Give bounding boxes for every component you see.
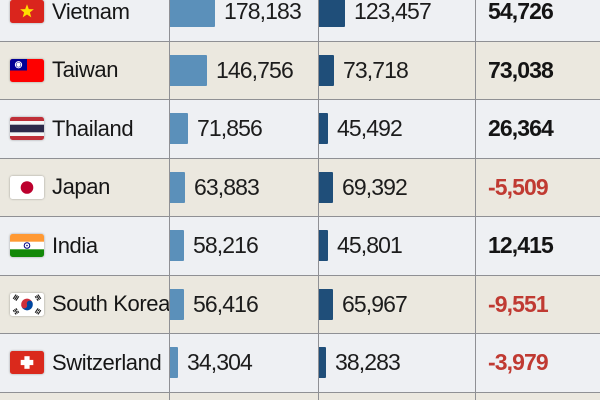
value2-label: 38,283	[335, 349, 401, 376]
table-row-partial	[0, 392, 600, 400]
difference-cell: -3,979	[475, 334, 600, 392]
value1-cell: 178,183	[169, 0, 318, 41]
vietnam-flag-icon	[10, 0, 44, 24]
country-name: Japan	[52, 174, 110, 200]
table-row: Japan 63,883 69,392 -5,509	[0, 158, 600, 217]
table-row: Vietnam 178,183 123,457 54,726	[0, 0, 600, 42]
column-divider-3	[474, 0, 476, 400]
value1-cell: 146,756	[169, 42, 318, 100]
value1-cell: 71,856	[169, 100, 318, 158]
country-cell: Taiwan	[0, 42, 169, 100]
table-row: India 58,216 45,801 12,415	[0, 217, 600, 276]
difference-cell: 12,415	[475, 217, 600, 275]
value1-bar	[169, 0, 215, 28]
difference-label: -5,509	[488, 173, 549, 200]
value2-label: 65,967	[342, 290, 408, 317]
value2-cell: 45,492	[318, 100, 475, 158]
value1-cell: 34,304	[169, 334, 318, 392]
table-row: Thailand 71,856 45,492 26,364	[0, 100, 600, 159]
country-cell: Switzerland	[0, 334, 169, 392]
value2-cell: 73,718	[318, 42, 475, 100]
value2-bar	[318, 171, 333, 203]
country-cell: Japan	[0, 159, 169, 217]
difference-label: 54,726	[488, 0, 554, 25]
table-row: Switzerland 34,304 38,283 -3,979	[0, 334, 600, 393]
value2-bar	[318, 0, 345, 28]
value2-cell: 65,967	[318, 276, 475, 334]
india-flag-icon	[10, 234, 44, 258]
country-name: South Korea	[52, 291, 170, 317]
difference-cell: -5,509	[475, 159, 600, 217]
value2-cell: 45,801	[318, 217, 475, 275]
value1-label: 34,304	[187, 349, 253, 376]
difference-label: 12,415	[488, 232, 554, 259]
difference-label: 26,364	[488, 115, 554, 142]
japan-flag-icon	[10, 175, 44, 199]
switzerland-flag-icon	[10, 351, 44, 375]
country-name: India	[52, 232, 98, 258]
value1-label: 146,756	[216, 56, 294, 83]
value1-label: 178,183	[224, 0, 302, 25]
difference-label: 73,038	[488, 56, 554, 83]
value1-label: 71,856	[197, 115, 263, 142]
thailand-flag-icon	[10, 117, 44, 141]
south-korea-flag-icon	[10, 292, 44, 316]
difference-label: -9,551	[488, 290, 549, 317]
value1-bar	[169, 347, 178, 379]
value2-label: 45,492	[337, 115, 403, 142]
difference-cell: 54,726	[475, 0, 600, 41]
value1-cell: 56,416	[169, 276, 318, 334]
country-name: Thailand	[52, 115, 134, 141]
value1-cell: 58,216	[169, 217, 318, 275]
country-cell: India	[0, 217, 169, 275]
value1-label: 63,883	[194, 173, 260, 200]
value2-label: 73,718	[343, 56, 409, 83]
value1-bar	[169, 171, 185, 203]
value2-label: 69,392	[342, 173, 408, 200]
value1-label: 56,416	[193, 290, 259, 317]
country-name: Switzerland	[52, 349, 162, 375]
difference-cell: 73,038	[475, 42, 600, 100]
value2-bar	[318, 288, 333, 320]
value2-bar	[318, 54, 334, 86]
value2-bar	[318, 230, 328, 262]
column-divider-2	[317, 0, 319, 400]
value1-cell: 63,883	[169, 159, 318, 217]
difference-cell: -9,551	[475, 276, 600, 334]
table-row: Taiwan 146,756 73,718 73,038	[0, 41, 600, 100]
value1-bar	[169, 230, 184, 262]
country-name: Taiwan	[52, 57, 119, 83]
country-cell: Vietnam	[0, 0, 169, 41]
country-cell: South Korea	[0, 276, 170, 334]
value1-bar	[169, 54, 207, 86]
column-divider-1	[168, 0, 170, 400]
value2-cell: 38,283	[318, 334, 475, 392]
country-cell: Thailand	[0, 100, 169, 158]
value2-bar	[318, 113, 328, 145]
value1-bar	[169, 113, 188, 145]
value1-bar	[169, 288, 184, 320]
value2-cell: 123,457	[318, 0, 475, 41]
value2-label: 123,457	[354, 0, 432, 25]
value2-cell: 69,392	[318, 159, 475, 217]
taiwan-flag-icon	[10, 58, 44, 82]
table-row: South Korea 56,416 65,967 -9,551	[0, 275, 600, 334]
value1-label: 58,216	[193, 232, 259, 259]
value2-label: 45,801	[337, 232, 403, 259]
difference-label: -3,979	[488, 349, 549, 376]
value2-bar	[318, 347, 326, 379]
difference-cell: 26,364	[475, 100, 600, 158]
country-name: Vietnam	[52, 0, 130, 24]
